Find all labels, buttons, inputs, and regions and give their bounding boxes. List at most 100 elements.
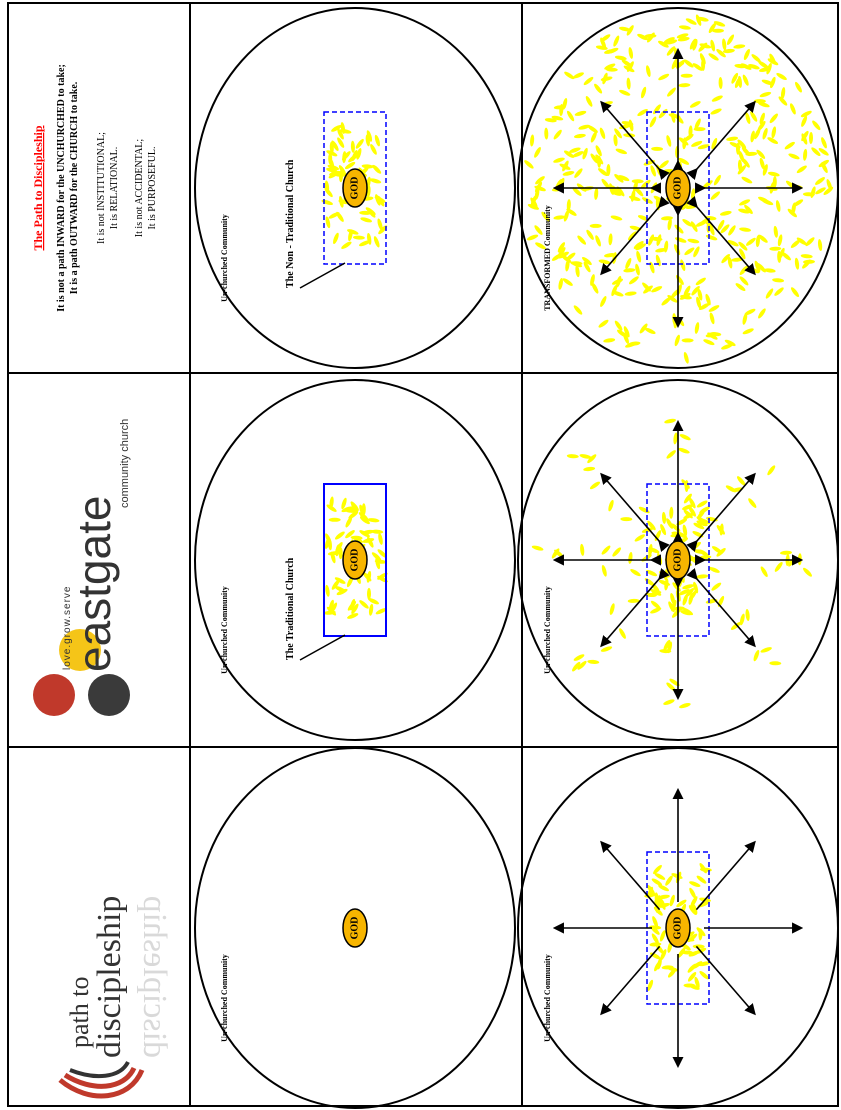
seed-mark xyxy=(790,287,800,297)
seed-mark xyxy=(801,130,809,142)
seed-mark xyxy=(355,138,364,149)
outward-arrow xyxy=(600,567,670,648)
seed-mark xyxy=(585,96,593,107)
seed-mark xyxy=(572,151,584,158)
seed-mark xyxy=(745,609,750,621)
path-logo-line-2: discipleship xyxy=(91,896,128,1058)
seed-mark xyxy=(658,902,670,908)
seed-mark xyxy=(530,197,538,208)
seed-mark xyxy=(608,233,613,246)
path-to-discipleship-logo: path to discipleship discipleship xyxy=(58,896,173,1099)
seed-mark xyxy=(761,79,774,86)
seed-mark xyxy=(350,140,355,153)
seed-mark xyxy=(688,905,697,916)
seed-mark xyxy=(658,884,670,892)
seed-mark xyxy=(678,447,690,454)
seed-mark xyxy=(644,33,657,39)
god-label: GOD xyxy=(349,917,360,940)
seed-mark xyxy=(669,894,675,907)
seed-mark xyxy=(669,506,674,519)
seed-mark xyxy=(722,48,735,54)
seed-mark xyxy=(356,148,362,160)
seed-mark xyxy=(347,613,359,619)
seed-mark xyxy=(338,165,347,176)
seed-mark xyxy=(758,61,769,69)
path-logo-reflection: discipleship xyxy=(136,896,173,1058)
seed-mark xyxy=(345,516,353,528)
seed-mark xyxy=(348,154,358,163)
seed-mark xyxy=(780,87,786,100)
seed-mark xyxy=(535,176,545,185)
seed-mark xyxy=(611,284,618,297)
seed-mark xyxy=(345,507,358,512)
seed-mark xyxy=(678,25,691,30)
seed-mark xyxy=(666,518,674,529)
seed-mark xyxy=(792,199,804,207)
seed-mark xyxy=(661,297,671,306)
seed-mark xyxy=(352,235,365,240)
seed-mark xyxy=(660,949,667,961)
seed-mark xyxy=(541,211,550,222)
seed-mark xyxy=(604,49,616,54)
page-grid xyxy=(7,2,839,1107)
seed-mark xyxy=(760,647,772,653)
seed-mark xyxy=(573,654,585,661)
seed-mark xyxy=(760,566,768,577)
seed-mark xyxy=(623,65,635,73)
seed-mark xyxy=(338,547,343,560)
seed-mark xyxy=(653,864,662,875)
outward-arrow xyxy=(600,840,661,911)
swirl-logo-mark xyxy=(58,1066,145,1099)
panel-2: GOD Un-churched Community The Traditional … xyxy=(194,379,516,741)
seed-mark xyxy=(751,54,761,63)
seed-mark xyxy=(693,581,699,594)
outward-arrow xyxy=(695,945,756,1016)
seed-mark xyxy=(776,72,787,81)
seed-cluster xyxy=(321,122,388,249)
seed-mark xyxy=(689,881,701,887)
seed-mark xyxy=(688,950,700,957)
seed-mark xyxy=(665,875,673,886)
seed-mark xyxy=(772,176,777,188)
seed-mark xyxy=(359,516,370,525)
seed-mark xyxy=(619,628,626,639)
seed-mark xyxy=(661,965,674,970)
seed-mark xyxy=(590,274,595,286)
seed-mark xyxy=(327,164,340,171)
seed-mark xyxy=(802,192,815,197)
seed-mark xyxy=(726,34,735,45)
church-pointer-line xyxy=(299,634,346,661)
community-label: Un-churched Community xyxy=(220,586,229,674)
seed-mark xyxy=(564,71,575,80)
seed-mark xyxy=(623,268,636,273)
seed-mark xyxy=(666,135,672,147)
panel-3: GOD Un-churched Community The Non - Tradit… xyxy=(194,7,516,369)
outward-arrow xyxy=(686,195,756,276)
seed-mark xyxy=(630,569,641,577)
seed-mark xyxy=(366,130,373,142)
seed-mark xyxy=(638,506,650,514)
outward-arrow xyxy=(600,195,670,276)
seed-mark xyxy=(367,518,380,523)
seed-mark xyxy=(817,239,823,252)
seed-mark xyxy=(789,103,796,115)
seed-mark xyxy=(805,237,815,247)
seed-mark xyxy=(651,878,663,886)
seed-mark xyxy=(374,559,387,564)
seed-mark xyxy=(578,124,591,130)
seed-mark xyxy=(369,178,382,184)
seed-mark xyxy=(802,259,811,269)
seed-mark xyxy=(762,164,768,176)
panel-1: GOD Un-churched Community xyxy=(194,747,516,1109)
seed-mark xyxy=(758,102,770,108)
seed-mark xyxy=(590,153,599,164)
seed-mark xyxy=(710,108,722,115)
seed-mark xyxy=(651,933,659,944)
seed-mark xyxy=(544,118,557,123)
seed-mark xyxy=(695,277,706,286)
seed-mark xyxy=(526,234,539,241)
seed-mark xyxy=(565,259,570,272)
god-oval xyxy=(342,540,368,580)
seed-mark xyxy=(574,110,587,116)
seed-mark xyxy=(594,83,603,94)
